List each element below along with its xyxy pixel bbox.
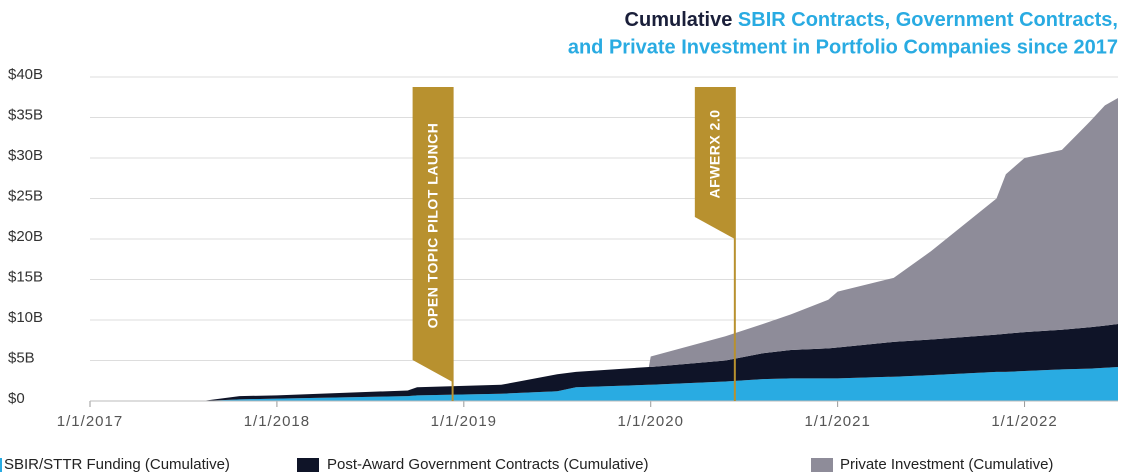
y-tick-label: $10B xyxy=(8,309,43,326)
legend-label: Private Investment (Cumulative) xyxy=(840,456,1053,473)
x-tick-label: 1/1/2017 xyxy=(57,413,123,430)
annotation-flag xyxy=(694,87,735,239)
annotation-flag xyxy=(412,87,453,382)
legend-swatch xyxy=(0,458,2,472)
x-tick-label: 1/1/2018 xyxy=(244,413,310,430)
legend-swatch xyxy=(297,458,319,472)
y-tick-label: $20B xyxy=(8,228,43,245)
x-tick-label: 1/1/2021 xyxy=(804,413,870,430)
y-tick-label: $35B xyxy=(8,106,43,123)
annotation-text: OPEN TOPIC PILOT LAUNCH xyxy=(424,123,440,329)
x-tick-label: 1/1/2020 xyxy=(618,413,684,430)
chart-title: Cumulative SBIR Contracts, Government Co… xyxy=(625,9,1118,31)
title-lead: Cumulative xyxy=(625,9,733,31)
y-tick-label: $15B xyxy=(8,268,43,285)
y-tick-label: $5B xyxy=(8,349,35,366)
x-tick-label: 1/1/2019 xyxy=(431,413,497,430)
y-tick-label: $30B xyxy=(8,147,43,164)
legend-label: SBIR/STTR Funding (Cumulative) xyxy=(4,456,230,473)
annotation-text: AFWERX 2.0 xyxy=(707,109,723,198)
legend-label: Post-Award Government Contracts (Cumulat… xyxy=(327,456,649,473)
chart-title-line2: and Private Investment in Portfolio Comp… xyxy=(568,36,1118,58)
title-rest: SBIR Contracts, Government Contracts, xyxy=(738,9,1118,31)
y-tick-label: $25B xyxy=(8,187,43,204)
area xyxy=(202,366,1119,401)
y-tick-label: $0 xyxy=(8,390,25,407)
legend-swatch xyxy=(811,458,833,472)
x-tick-label: 1/1/2022 xyxy=(991,413,1057,430)
y-tick-label: $40B xyxy=(8,66,43,83)
area xyxy=(202,324,1119,401)
area xyxy=(202,98,1119,401)
